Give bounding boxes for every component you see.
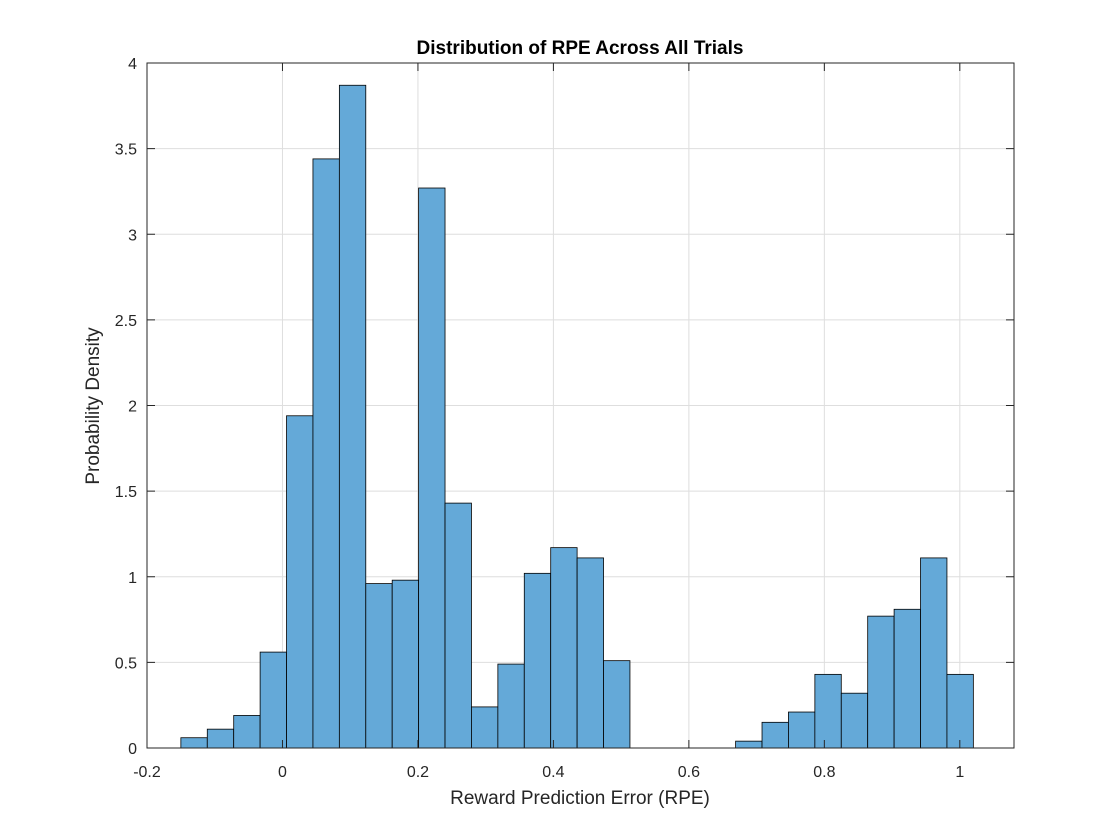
- x-tick-label: -0.2: [133, 764, 161, 781]
- y-tick-label: 1.5: [115, 484, 137, 501]
- y-tick-label: 0: [128, 741, 137, 758]
- x-tick-label: 0.8: [813, 764, 835, 781]
- histogram-bar: [735, 740, 763, 749]
- histogram-bar: [206, 728, 235, 749]
- histogram-bar: [259, 651, 287, 749]
- histogram-bar: [338, 84, 367, 749]
- histogram-bar: [365, 583, 393, 749]
- histogram-bar: [523, 572, 552, 749]
- histogram-bar: [180, 737, 208, 749]
- y-tick-label: 0.5: [115, 655, 137, 672]
- bars: [180, 84, 974, 749]
- y-tick-label: 2.5: [115, 313, 137, 330]
- y-tick-label: 1: [128, 570, 137, 587]
- histogram-bar: [391, 579, 420, 749]
- tick-marks: [146, 62, 1014, 749]
- histogram-bar: [814, 673, 842, 749]
- x-tick-label: 1: [955, 764, 964, 781]
- histogram-bar: [920, 557, 948, 749]
- histogram-bar: [497, 663, 525, 749]
- x-tick-label: 0: [278, 764, 287, 781]
- histogram-bar: [946, 673, 974, 749]
- y-tick-label: 4: [128, 56, 137, 73]
- histogram-bar: [840, 692, 869, 749]
- histogram-bar: [286, 415, 314, 749]
- x-tick-label: 0.4: [542, 764, 564, 781]
- histogram-bar: [603, 660, 631, 749]
- histogram-bar: [867, 615, 895, 749]
- histogram-bar: [788, 711, 816, 749]
- histogram-bar: [576, 557, 604, 749]
- y-tick-label: 3.5: [115, 142, 137, 159]
- histogram-bar: [471, 706, 499, 749]
- y-tick-label: 3: [128, 227, 137, 244]
- histogram-bar: [312, 158, 340, 749]
- y-tick-label: 2: [128, 399, 137, 416]
- x-axis-label: Reward Prediction Error (RPE): [450, 788, 710, 809]
- histogram-bar: [550, 547, 578, 749]
- histogram-bar: [233, 715, 261, 749]
- y-axis-label: Probability Density: [83, 327, 104, 485]
- histogram-bar: [893, 608, 921, 749]
- y-tick-labels: 0 0.5 1 1.5 2 2.5 3 3.5 4: [115, 56, 137, 758]
- x-tick-labels: -0.2 0 0.2 0.4 0.6 0.8 1: [133, 764, 964, 781]
- chart-title: Distribution of RPE Across All Trials: [417, 38, 744, 59]
- histogram-bar: [444, 502, 472, 749]
- histogram-bar: [761, 721, 789, 749]
- x-tick-label: 0.6: [678, 764, 700, 781]
- histogram-bar: [418, 187, 446, 749]
- x-tick-label: 0.2: [407, 764, 429, 781]
